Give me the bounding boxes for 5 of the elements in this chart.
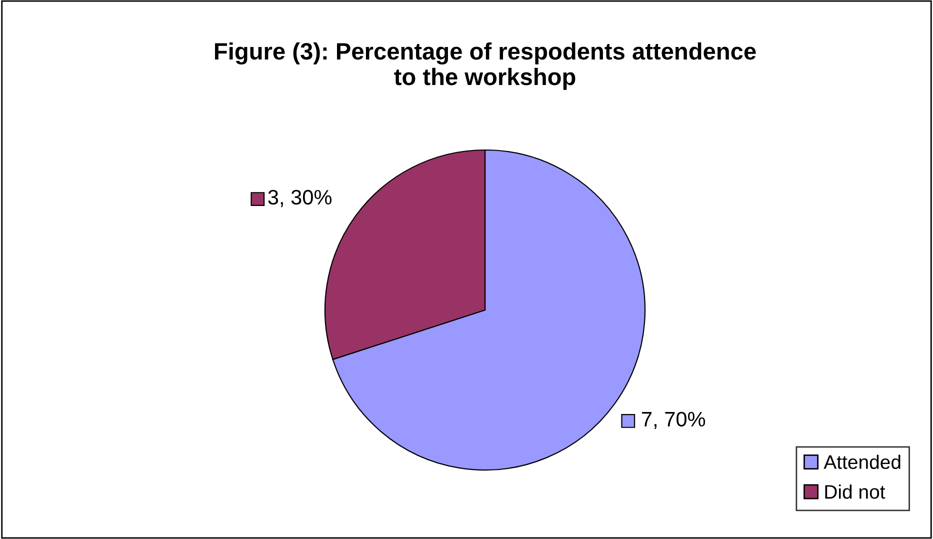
legend-label: Did not xyxy=(825,484,886,499)
chart-title: Figure (3): Percentage of respodents attendence to the workshop xyxy=(215,42,756,90)
legend-label: Attended xyxy=(824,454,900,469)
data-label: 3, 30% xyxy=(268,190,332,208)
data-label: 7, 70% xyxy=(642,412,706,430)
